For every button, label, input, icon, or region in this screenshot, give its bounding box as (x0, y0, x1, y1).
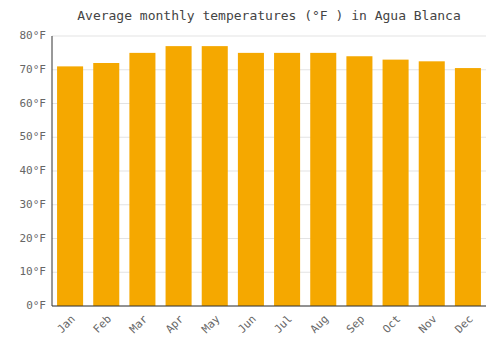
bar (129, 53, 155, 306)
bar (383, 60, 409, 306)
grid (52, 36, 486, 306)
bar (310, 53, 336, 306)
x-axis-line (52, 306, 486, 307)
x-tick-label: Apr (163, 312, 187, 336)
bar (274, 53, 300, 306)
y-tick-label: 20°F (20, 232, 47, 245)
bar (93, 63, 119, 306)
bar (419, 61, 445, 306)
x-tick-label: Aug (308, 313, 331, 336)
x-tick-label: Oct (380, 313, 403, 336)
x-tick-label: Jul (272, 313, 295, 336)
y-tick-label: 0°F (26, 299, 46, 312)
y-tick-label: 30°F (20, 198, 47, 211)
y-tick-label: 40°F (20, 164, 47, 177)
x-tick-label: Jun (235, 313, 258, 336)
y-tick-label: 10°F (20, 265, 47, 278)
grid-line (52, 306, 486, 307)
x-tick-label: Nov (416, 312, 440, 336)
bar (57, 66, 83, 306)
x-tick-label: Jan (55, 313, 78, 336)
bar (202, 46, 228, 306)
y-tick-label: 50°F (20, 130, 47, 143)
x-tick-label: Mar (127, 312, 151, 336)
title: Average monthly temperatures (°F ) in Ag… (77, 8, 461, 23)
y-axis: 0°F 10°F 20°F 30°F 40°F 50°F 60°F 70°F 80°F (20, 29, 47, 312)
bar (166, 46, 192, 306)
bar (238, 53, 264, 306)
chart-svg: 0°F 10°F 20°F 30°F 40°F 50°F 60°F 70°F 80°F Jan Fe… (0, 0, 500, 350)
bar (346, 56, 372, 306)
x-axis: Jan Feb Mar Apr May Jun Jul Aug Sep Oct Nov Dec (55, 312, 476, 336)
y-axis-line (52, 36, 53, 306)
chart-container: 0°F 10°F 20°F 30°F 40°F 50°F 60°F 70°F 80°F Jan Fe… (0, 0, 500, 350)
y-tick-label: 80°F (20, 29, 47, 42)
x-tick-label: May (199, 312, 223, 336)
y-tick-label: 70°F (20, 63, 47, 76)
axes (52, 36, 486, 306)
bars (57, 46, 481, 306)
bar (455, 68, 481, 306)
x-tick-label: Dec (452, 313, 475, 336)
y-tick-label: 60°F (20, 97, 47, 110)
x-tick-label: Sep (344, 313, 367, 336)
grid-line (52, 36, 486, 37)
x-tick-label: Feb (91, 313, 114, 336)
